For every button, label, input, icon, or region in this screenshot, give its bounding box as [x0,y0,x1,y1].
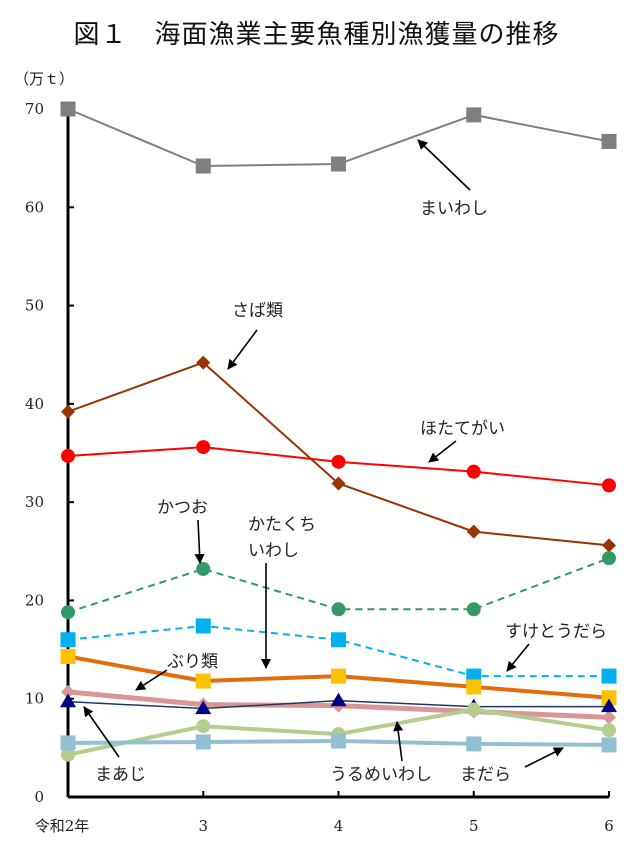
data-point-5-3 [466,679,482,695]
data-point-3-2 [331,602,346,617]
data-point-4-4 [601,668,617,684]
data-point-0-2 [331,156,346,172]
y-tick-label: 40 [25,395,44,413]
data-point-9-1 [195,734,211,750]
data-point-2-2 [331,454,346,469]
data-point-4-0 [60,632,76,648]
data-point-1-0 [61,404,75,419]
series-9-group [60,733,617,753]
data-point-1-1 [196,355,211,370]
data-point-0-1 [195,158,211,174]
x-tick-label: 3 [198,817,208,835]
y-tick-label: 50 [25,297,44,315]
data-point-2-0 [61,448,75,463]
annotation-label-2: ほたてがい [420,419,505,439]
y-tick-label: 70 [25,100,44,118]
data-point-5-2 [331,668,346,684]
data-point-8-1 [196,719,211,734]
data-point-5-1 [195,673,211,689]
data-point-6-4 [602,710,616,725]
data-point-1-2 [331,476,346,491]
annotation-label-1: さば類 [232,301,283,321]
series-3-group [61,551,616,620]
annotation-arrow-7 [135,669,168,691]
data-point-6-0 [61,684,75,699]
series-line-4 [67,624,609,678]
annotation-arrow-2 [428,440,457,463]
data-point-3-3 [466,602,481,617]
annotation-arrow-9 [393,721,404,762]
data-point-0-3 [466,107,482,123]
annotation-label-3: かつお [157,498,208,518]
series-0-group [60,101,617,174]
annotation-label-0: まいわし [420,199,488,219]
series-2-group [61,440,616,493]
data-point-2-4 [602,478,616,493]
data-point-5-4 [601,690,617,706]
series-1-group [61,355,616,553]
series-5-group [60,648,617,706]
data-point-2-3 [466,464,481,479]
annotation-label-9: うるめいわし [330,765,432,785]
annotation-label-4: かたくち [248,515,316,535]
y-axis-unit-label: （万ｔ） [14,70,74,88]
data-point-2-1 [196,440,211,455]
series-layer [60,101,617,762]
annotation-arrow-10 [524,747,564,768]
y-tick-label: 60 [25,198,44,216]
annotation-arrow-0 [417,139,471,191]
data-point-9-0 [60,735,76,751]
data-point-3-4 [602,551,616,566]
data-point-7-4 [601,698,617,713]
data-point-3-1 [196,561,211,576]
x-tick-label: 6 [604,817,614,835]
chart-title: 図１ 海面漁業主要魚種別漁獲量の推移 [73,20,560,50]
annotation-label-8: まあじ [95,765,146,785]
data-point-0-4 [601,133,617,149]
data-point-1-4 [602,538,616,553]
annotation-arrow-3 [194,519,205,564]
data-point-7-0 [60,693,76,708]
data-point-8-0 [61,747,75,762]
series-line-1 [67,361,610,547]
data-point-7-1 [195,700,212,715]
annotation-label-5: いわし [248,541,299,561]
x-tick-label: 4 [334,817,344,835]
annotation-label-7: ぶり類 [167,652,218,672]
data-point-8-3 [466,702,481,717]
y-tick-label: 0 [34,788,44,806]
data-point-8-4 [602,723,616,738]
annotation-label-10: まだら [460,765,511,785]
annotation-arrow-6 [506,643,530,672]
data-point-9-3 [466,736,482,752]
annotation-label-6: すけとうだら [505,622,607,642]
data-point-5-0 [60,648,76,664]
data-point-3-0 [61,605,75,620]
x-tick-label: 令和2年 [35,817,90,835]
y-tick-label: 10 [25,690,44,708]
x-tick-label: 5 [469,817,479,835]
y-tick-label: 30 [25,493,44,511]
series-4-group [60,618,617,684]
data-point-4-1 [195,618,211,634]
data-point-1-3 [466,524,481,539]
data-point-9-4 [601,737,617,753]
data-point-0-0 [60,101,76,117]
data-point-4-2 [331,632,346,648]
annotation-arrow-1 [227,329,258,370]
data-point-9-2 [331,733,346,749]
annotation-arrow-8 [83,706,120,758]
data-point-7-2 [330,692,347,707]
y-tick-label: 20 [25,591,44,609]
